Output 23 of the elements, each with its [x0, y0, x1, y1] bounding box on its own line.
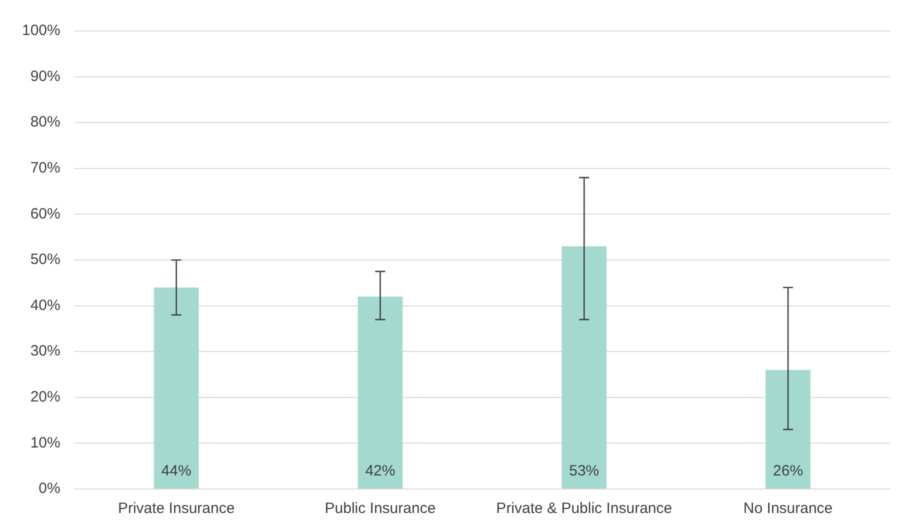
y-tick-label: 0%: [38, 480, 60, 498]
data-label: 44%: [161, 462, 192, 480]
y-tick-label: 20%: [30, 388, 60, 406]
bar: [562, 246, 607, 488]
y-tick-label: 30%: [30, 342, 60, 360]
y-tick-label: 10%: [30, 434, 60, 452]
bar: [154, 287, 199, 488]
data-label: 42%: [365, 462, 396, 480]
data-label: 26%: [773, 462, 804, 480]
x-tick-label: No Insurance: [743, 500, 833, 518]
x-tick-label: Private & Public Insurance: [496, 500, 672, 518]
bar: [766, 370, 810, 488]
y-tick-label: 60%: [30, 205, 60, 222]
y-tick-label: 40%: [30, 296, 60, 314]
y-tick-label: 90%: [30, 68, 60, 85]
x-tick-label: Private Insurance: [118, 500, 235, 518]
y-tick-label: 100%: [22, 22, 60, 40]
y-tick-label: 80%: [30, 114, 60, 131]
y-tick-label: 70%: [30, 160, 60, 177]
bar: [358, 296, 403, 488]
data-label: 53%: [569, 462, 600, 480]
y-tick-label: 50%: [30, 251, 60, 268]
x-tick-label: Public Insurance: [324, 500, 436, 518]
